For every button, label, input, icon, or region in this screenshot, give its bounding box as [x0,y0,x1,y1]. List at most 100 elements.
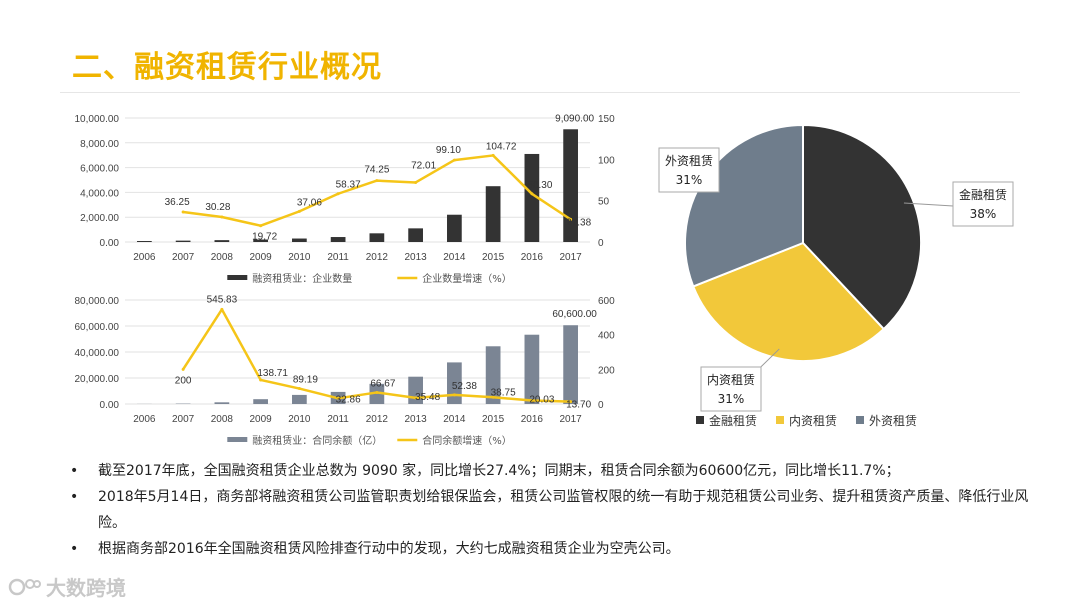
line-point [452,158,456,162]
x-tick-label: 2009 [250,252,273,263]
bar [137,241,152,242]
legend-label-line: 合同余额增速（%） [422,434,512,447]
line-point [297,387,301,391]
bullet-text: 截至2017年底，全国融资租赁企业总数为 9090 家，同比增长27.4%；同期… [98,463,900,479]
x-tick-label: 2012 [366,414,389,425]
pie-legend-swatch [696,416,704,424]
line-point [530,399,534,403]
x-tick-label: 2016 [521,252,544,263]
bar [253,239,268,242]
line-data-label: 27.38 [566,217,591,228]
line-point [181,367,185,371]
line-data-label: 13.70 [566,400,591,411]
bullet-text: 2018年5月14日，商务部将融资租赁公司监管职责划给银保监会，租赁公司监管权限… [98,489,1029,531]
legend-swatch-bars [227,275,248,280]
pie-label-box [658,147,720,193]
line-point [259,378,263,382]
chart-enterprise-count: 0.00 2,000.00 4,000.00 6,000.00 8,000.00 10,0… [75,113,616,285]
x-tick-label: 2016 [521,414,544,425]
y-left-tick-label: 6,000.00 [80,164,119,175]
pie-slice-label: 金融租赁 [959,187,1007,202]
bar [447,362,462,404]
line-point [375,179,379,183]
bar [485,186,501,242]
y-left-tick-label: 2,000.00 [80,213,119,224]
bullet-item: • 截至2017年底，全国融资租赁企业总数为 9090 家，同比增长27.4%；… [70,458,1030,484]
bullet-dot: • [70,489,79,505]
x-tick-label: 2015 [482,414,505,425]
line-data-label: 58.30 [527,180,552,191]
pie-label-box [700,366,762,412]
pie-legend-swatch [856,416,864,424]
bar [563,129,578,242]
page-title: 二、融资租赁行业概况 [72,50,382,85]
y-left-tick-label: 4,000.00 [80,188,119,199]
pie-legend-label: 金融租赁 [709,413,757,428]
x-tick-label: 2009 [250,414,273,425]
x-tick-label: 2008 [211,252,234,263]
pie-slice-pct: 38% [970,207,997,221]
bar [485,346,501,404]
bar [214,402,230,404]
pie-slice-pct: 31% [718,392,745,406]
bullet-list: • 截至2017年底，全国融资租赁企业总数为 9090 家，同比增长27.4%；… [70,458,1030,562]
line-data-label: 66.67 [370,378,395,389]
y-left-tick-label: 10,000.00 [75,114,120,125]
bar [214,240,230,242]
y-left-tick-label: 20,000.00 [75,374,120,385]
legend-label-bars: 融资租赁业：合同余额（亿） [252,434,382,447]
legend-swatch-bars [227,437,248,442]
bar [563,325,578,404]
x-tick-label: 2017 [560,414,583,425]
y-left-tick-label: 40,000.00 [75,348,120,359]
pie-legend-swatch [776,416,784,424]
x-tick-label: 2007 [172,414,195,425]
y-left-tick-label: 0.00 [100,400,120,411]
bar [447,214,462,242]
y-left-tick-label: 8,000.00 [80,139,119,150]
x-tick-label: 2015 [482,252,505,263]
pie-label-box [952,181,1014,227]
y-right-tick-label: 600 [598,296,615,307]
x-tick-label: 2017 [560,252,583,263]
line-data-label: 104.72 [486,141,517,152]
line-point [414,180,418,184]
pie-slice-label: 外资租赁 [665,154,713,168]
bar [524,334,540,404]
line-point [491,395,495,399]
line-point [181,210,185,214]
line-data-label: 58.37 [336,180,361,191]
x-tick-label: 2007 [172,252,195,263]
bar-data-label: 9,090.00 [555,113,594,124]
y-right-tick-label: 400 [598,331,615,342]
legend-label-bars: 融资租赁业：企业数量 [252,272,352,285]
line-data-label: 74.25 [364,165,389,176]
bar [175,240,191,242]
line-point [491,153,495,157]
bullet-item: • 2018年5月14日，商务部将融资租赁公司监管职责划给银保监会，租赁公司监管… [70,484,1030,536]
line-data-label: 52.38 [452,381,477,392]
bar-data-label: 60,600.00 [552,309,597,320]
bullet-dot: • [70,463,79,479]
line-point [336,396,340,400]
bar [369,233,385,242]
line-point [375,390,379,394]
x-tick-label: 2010 [288,414,311,425]
line-point [569,400,573,404]
x-tick-label: 2006 [133,414,156,425]
pie-legend-label: 外资租赁 [869,414,917,428]
pie-slice-label: 内资租赁 [707,373,755,387]
line-point [530,192,534,196]
line-data-label: 72.01 [411,160,436,171]
watermark-text: 大数跨境 [46,576,126,600]
pie-legend-label: 内资租赁 [789,414,837,428]
line-data-label: 20.03 [529,395,554,406]
x-tick-label: 2013 [405,414,428,425]
y-left-tick-label: 60,000.00 [75,322,120,333]
title-divider [60,92,1020,93]
bullet-dot: • [70,541,79,557]
line-point [297,209,301,213]
chart-contract-balance: 0.00 20,000.00 40,000.00 60,000.00 80,000.00… [75,294,616,447]
line-point [336,192,340,196]
